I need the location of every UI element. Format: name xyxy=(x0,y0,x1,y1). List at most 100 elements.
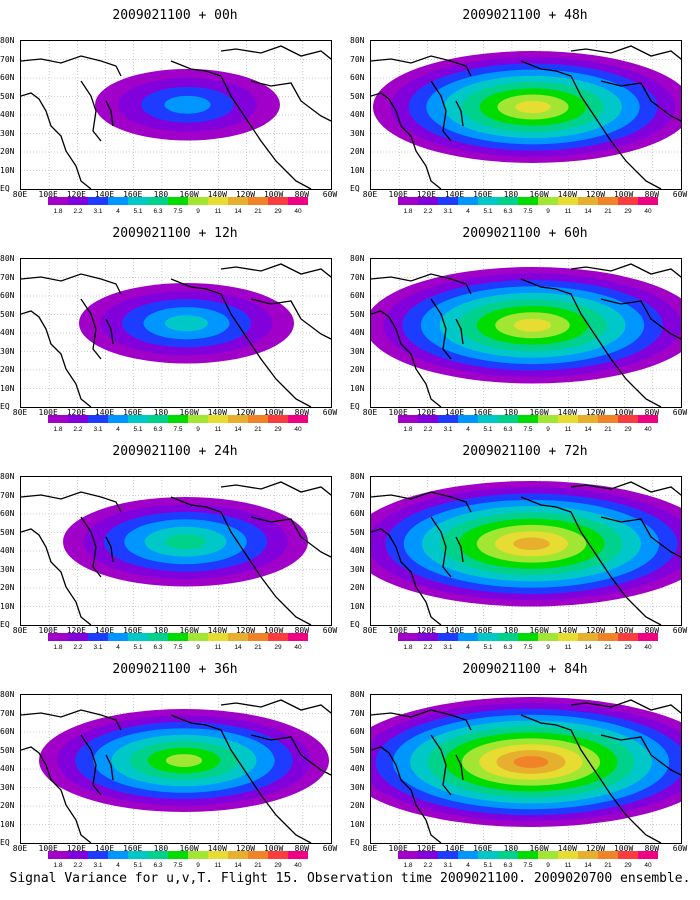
panel-title: 2009021100 + 12h xyxy=(112,226,238,241)
longitude-label: 160W xyxy=(179,844,199,853)
latitude-labels: 80N 70N 60N 50N 40N 30N 20N 10N EQ xyxy=(0,472,20,629)
colorbar-swatch xyxy=(48,851,68,859)
longitude-labels: 80E 100E 120E 140E 160E 180 160W 140W 120W 100W 80… xyxy=(13,408,337,418)
colorbar-label: 6.3 xyxy=(153,208,163,215)
colorbar-swatch xyxy=(598,851,618,859)
colorbar-label: 14 xyxy=(234,862,242,869)
colorbar-label: 11 xyxy=(214,644,222,651)
colorbar-label: 7.5 xyxy=(173,208,183,215)
colorbar-label: 5.1 xyxy=(483,862,493,869)
longitude-label: 180 xyxy=(153,844,169,853)
longitude-label: 180 xyxy=(153,626,169,635)
map-panel: 2009021100 + 12h 80N 70N 60N 50N 40N 30N 20N 10N… xyxy=(0,218,350,438)
latitude-label: 20N xyxy=(350,583,365,592)
longitude-label: 160E xyxy=(473,844,493,853)
colorbar-label: 7.5 xyxy=(523,644,533,651)
longitude-label: 60W xyxy=(322,190,338,199)
latitude-label: 80N xyxy=(350,472,365,481)
colorbar-swatch xyxy=(618,197,638,205)
longitude-label: 140E xyxy=(94,626,115,635)
colorbar-label: 5.1 xyxy=(133,644,143,651)
longitude-label: 100E xyxy=(388,190,408,199)
colorbar-swatch xyxy=(558,197,578,205)
latitude-label: EQ xyxy=(350,402,360,411)
longitude-label: 100E xyxy=(388,626,408,635)
longitude-label: 60W xyxy=(672,844,688,853)
colorbar-label: 11 xyxy=(564,208,572,215)
colorbar-swatch xyxy=(618,415,638,423)
colorbar-swatch xyxy=(88,851,108,859)
colorbar-swatch xyxy=(458,633,478,641)
colorbar-swatch xyxy=(458,415,478,423)
colorbar-swatch xyxy=(168,197,188,205)
map-panel: 2009021100 + 48h 80N 70N 60N 50N 40N 30N 20N 10N… xyxy=(350,0,700,220)
colorbar-label: 5.1 xyxy=(133,208,143,215)
colorbar-label: 7.5 xyxy=(523,862,533,869)
colorbar-label: 1.8 xyxy=(53,862,63,869)
colorbar-label: 7.5 xyxy=(173,862,183,869)
panel-title: 2009021100 + 48h xyxy=(462,8,588,23)
latitude-label: 10N xyxy=(350,383,365,393)
colorbar-swatch xyxy=(418,851,438,859)
colorbar-swatch xyxy=(478,851,498,859)
longitude-label: 120E xyxy=(66,626,86,635)
colorbar-label: 21 xyxy=(604,644,612,651)
longitude-label: 100W xyxy=(613,626,634,635)
latitude-label: 50N xyxy=(350,91,365,101)
colorbar xyxy=(398,415,658,425)
colorbar-swatch xyxy=(398,197,418,205)
longitude-label: 60W xyxy=(672,190,688,199)
latitude-label: EQ xyxy=(0,838,10,847)
colorbar-swatch xyxy=(398,851,418,859)
map-area xyxy=(370,40,682,190)
longitude-label: 140E xyxy=(94,844,115,853)
longitude-labels: 80E 100E 120E 140E 160E 180 160W 140W 120W 100W 80… xyxy=(363,844,687,854)
colorbar-swatch xyxy=(228,851,248,859)
colorbar-swatch xyxy=(48,415,68,423)
longitude-label: 120W xyxy=(235,408,256,417)
latitude-label: 20N xyxy=(350,365,365,374)
latitude-label: 40N xyxy=(0,546,15,555)
latitude-label: 20N xyxy=(350,801,365,810)
figure-caption: Signal Variance for u,v,T. Flight 15. Ob… xyxy=(9,871,691,886)
latitude-labels: 80N 70N 60N 50N 40N 30N 20N 10N EQ xyxy=(350,690,370,847)
latitude-label: 60N xyxy=(0,73,15,82)
colorbar-swatch xyxy=(578,197,598,205)
colorbar-swatch xyxy=(518,197,538,205)
longitude-label: 100E xyxy=(38,844,58,853)
colorbar-swatch xyxy=(438,633,458,641)
colorbar xyxy=(48,415,308,425)
colorbar xyxy=(398,851,658,861)
colorbar-swatch xyxy=(208,851,228,859)
longitude-label: 140W xyxy=(557,408,577,417)
longitude-label: 60W xyxy=(322,626,338,635)
latitude-label: EQ xyxy=(350,838,360,847)
longitude-label: 160W xyxy=(179,190,199,199)
longitude-label: 180 xyxy=(153,408,169,417)
colorbar-swatch xyxy=(458,197,478,205)
map-area xyxy=(20,476,332,626)
colorbar-label: 5.1 xyxy=(133,862,143,869)
colorbar-label: 11 xyxy=(564,862,572,869)
colorbar-labels: 1.8 2.2 3.1 4 5.1 6.3 7.5 9 11 14 21 29 40 xyxy=(398,208,658,218)
colorbar-swatch xyxy=(168,633,188,641)
colorbar-swatch xyxy=(228,415,248,423)
colorbar-swatch xyxy=(148,633,168,641)
longitude-label: 180 xyxy=(153,190,169,199)
longitude-label: 160E xyxy=(473,626,493,635)
panel-title: 2009021100 + 24h xyxy=(112,444,238,459)
colorbar-label: 9 xyxy=(546,208,550,215)
colorbar-swatch xyxy=(188,633,208,641)
colorbar-label: 1.8 xyxy=(403,208,413,215)
colorbar-label: 7.5 xyxy=(523,208,533,215)
colorbar-swatch xyxy=(168,415,188,423)
longitude-label: 160W xyxy=(179,408,199,417)
latitude-label: 40N xyxy=(350,110,365,119)
latitude-label: 60N xyxy=(0,509,15,518)
longitude-label: 100W xyxy=(613,408,634,417)
colorbar-swatch xyxy=(228,633,248,641)
longitude-label: 160W xyxy=(529,408,549,417)
longitude-labels: 80E 100E 120E 140E 160E 180 160W 140W 120W 100W 80… xyxy=(13,626,337,636)
map-area xyxy=(20,258,332,408)
colorbar-swatch xyxy=(638,633,658,641)
